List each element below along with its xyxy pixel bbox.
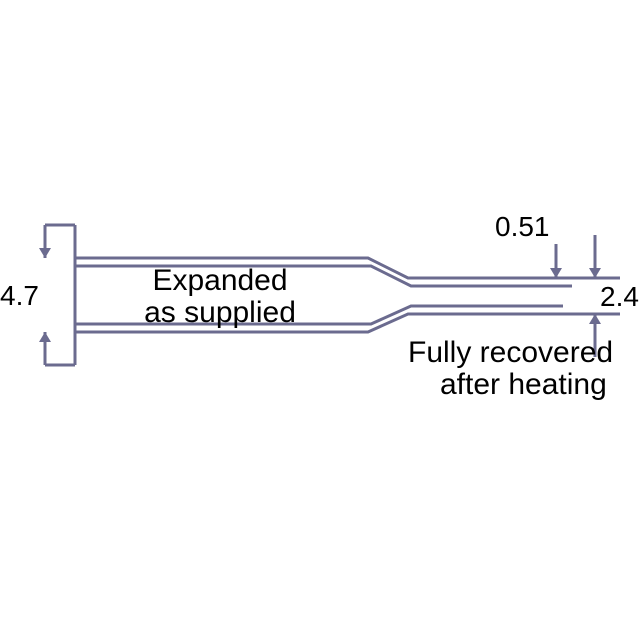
dim-left-label: 4.7	[0, 280, 39, 311]
recovered-label-2: after heating	[440, 368, 607, 401]
arrowhead	[39, 248, 51, 258]
arrowhead	[39, 332, 51, 342]
recovered-label-1: Fully recovered	[408, 336, 613, 369]
heat-shrink-diagram: 4.7 2.4 0.51 Expandedas supplied Fully recov…	[0, 0, 640, 640]
expanded-label-1: Expanded	[152, 264, 287, 297]
expanded-label-2: as supplied	[144, 296, 296, 329]
tube-inner-top	[75, 266, 563, 286]
dim-right-label: 2.4	[600, 281, 639, 312]
dim-top-label: 0.51	[495, 211, 550, 242]
